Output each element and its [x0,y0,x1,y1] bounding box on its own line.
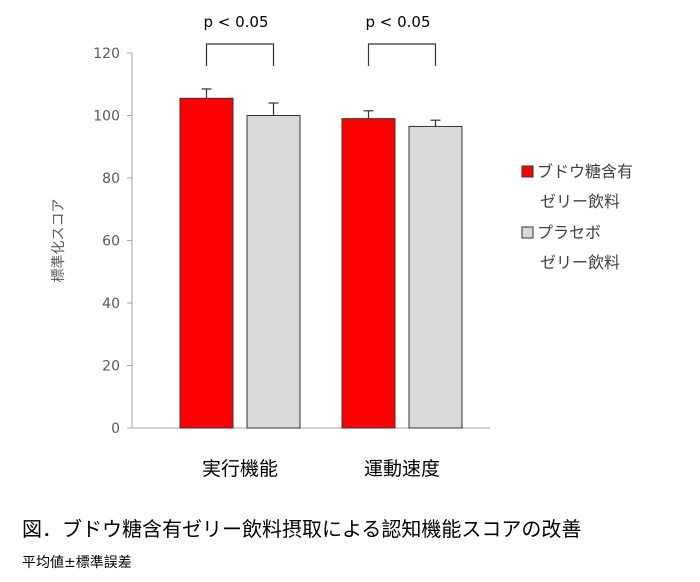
bar [341,118,396,429]
x-category-label: 実行機能 [202,458,278,480]
bar [246,115,301,429]
significance-bracket [205,43,275,66]
x-category-label: 運動速度 [364,458,440,480]
y-axis-label: 標準化スコア [51,199,67,283]
significance-label: p < 0.05 [365,13,430,31]
y-tick-label: 0 [111,421,120,437]
bar [408,125,463,429]
y-tick-label: 100 [93,109,120,125]
legend-swatch [521,165,534,178]
legend-label: ブドウ糖含有 [537,162,633,181]
bar [179,97,234,429]
y-tick-label: 60 [102,234,120,250]
y-tick-label: 80 [102,171,120,187]
legend-label: ゼリー飲料 [540,192,620,211]
figure-caption: 図．ブドウ糖含有ゼリー飲料摂取による認知機能スコアの改善 [22,517,582,541]
figure-subcaption: 平均値±標準誤差 [22,555,132,571]
legend-label: ゼリー飲料 [540,253,620,272]
significance-bracket [367,43,437,66]
significance-label: p < 0.05 [203,13,268,31]
y-tick-label: 20 [102,359,120,375]
legend-swatch [521,226,534,239]
legend-label: プラセボ [537,223,601,242]
y-tick-label: 120 [93,46,120,62]
y-tick-label: 40 [102,296,120,312]
